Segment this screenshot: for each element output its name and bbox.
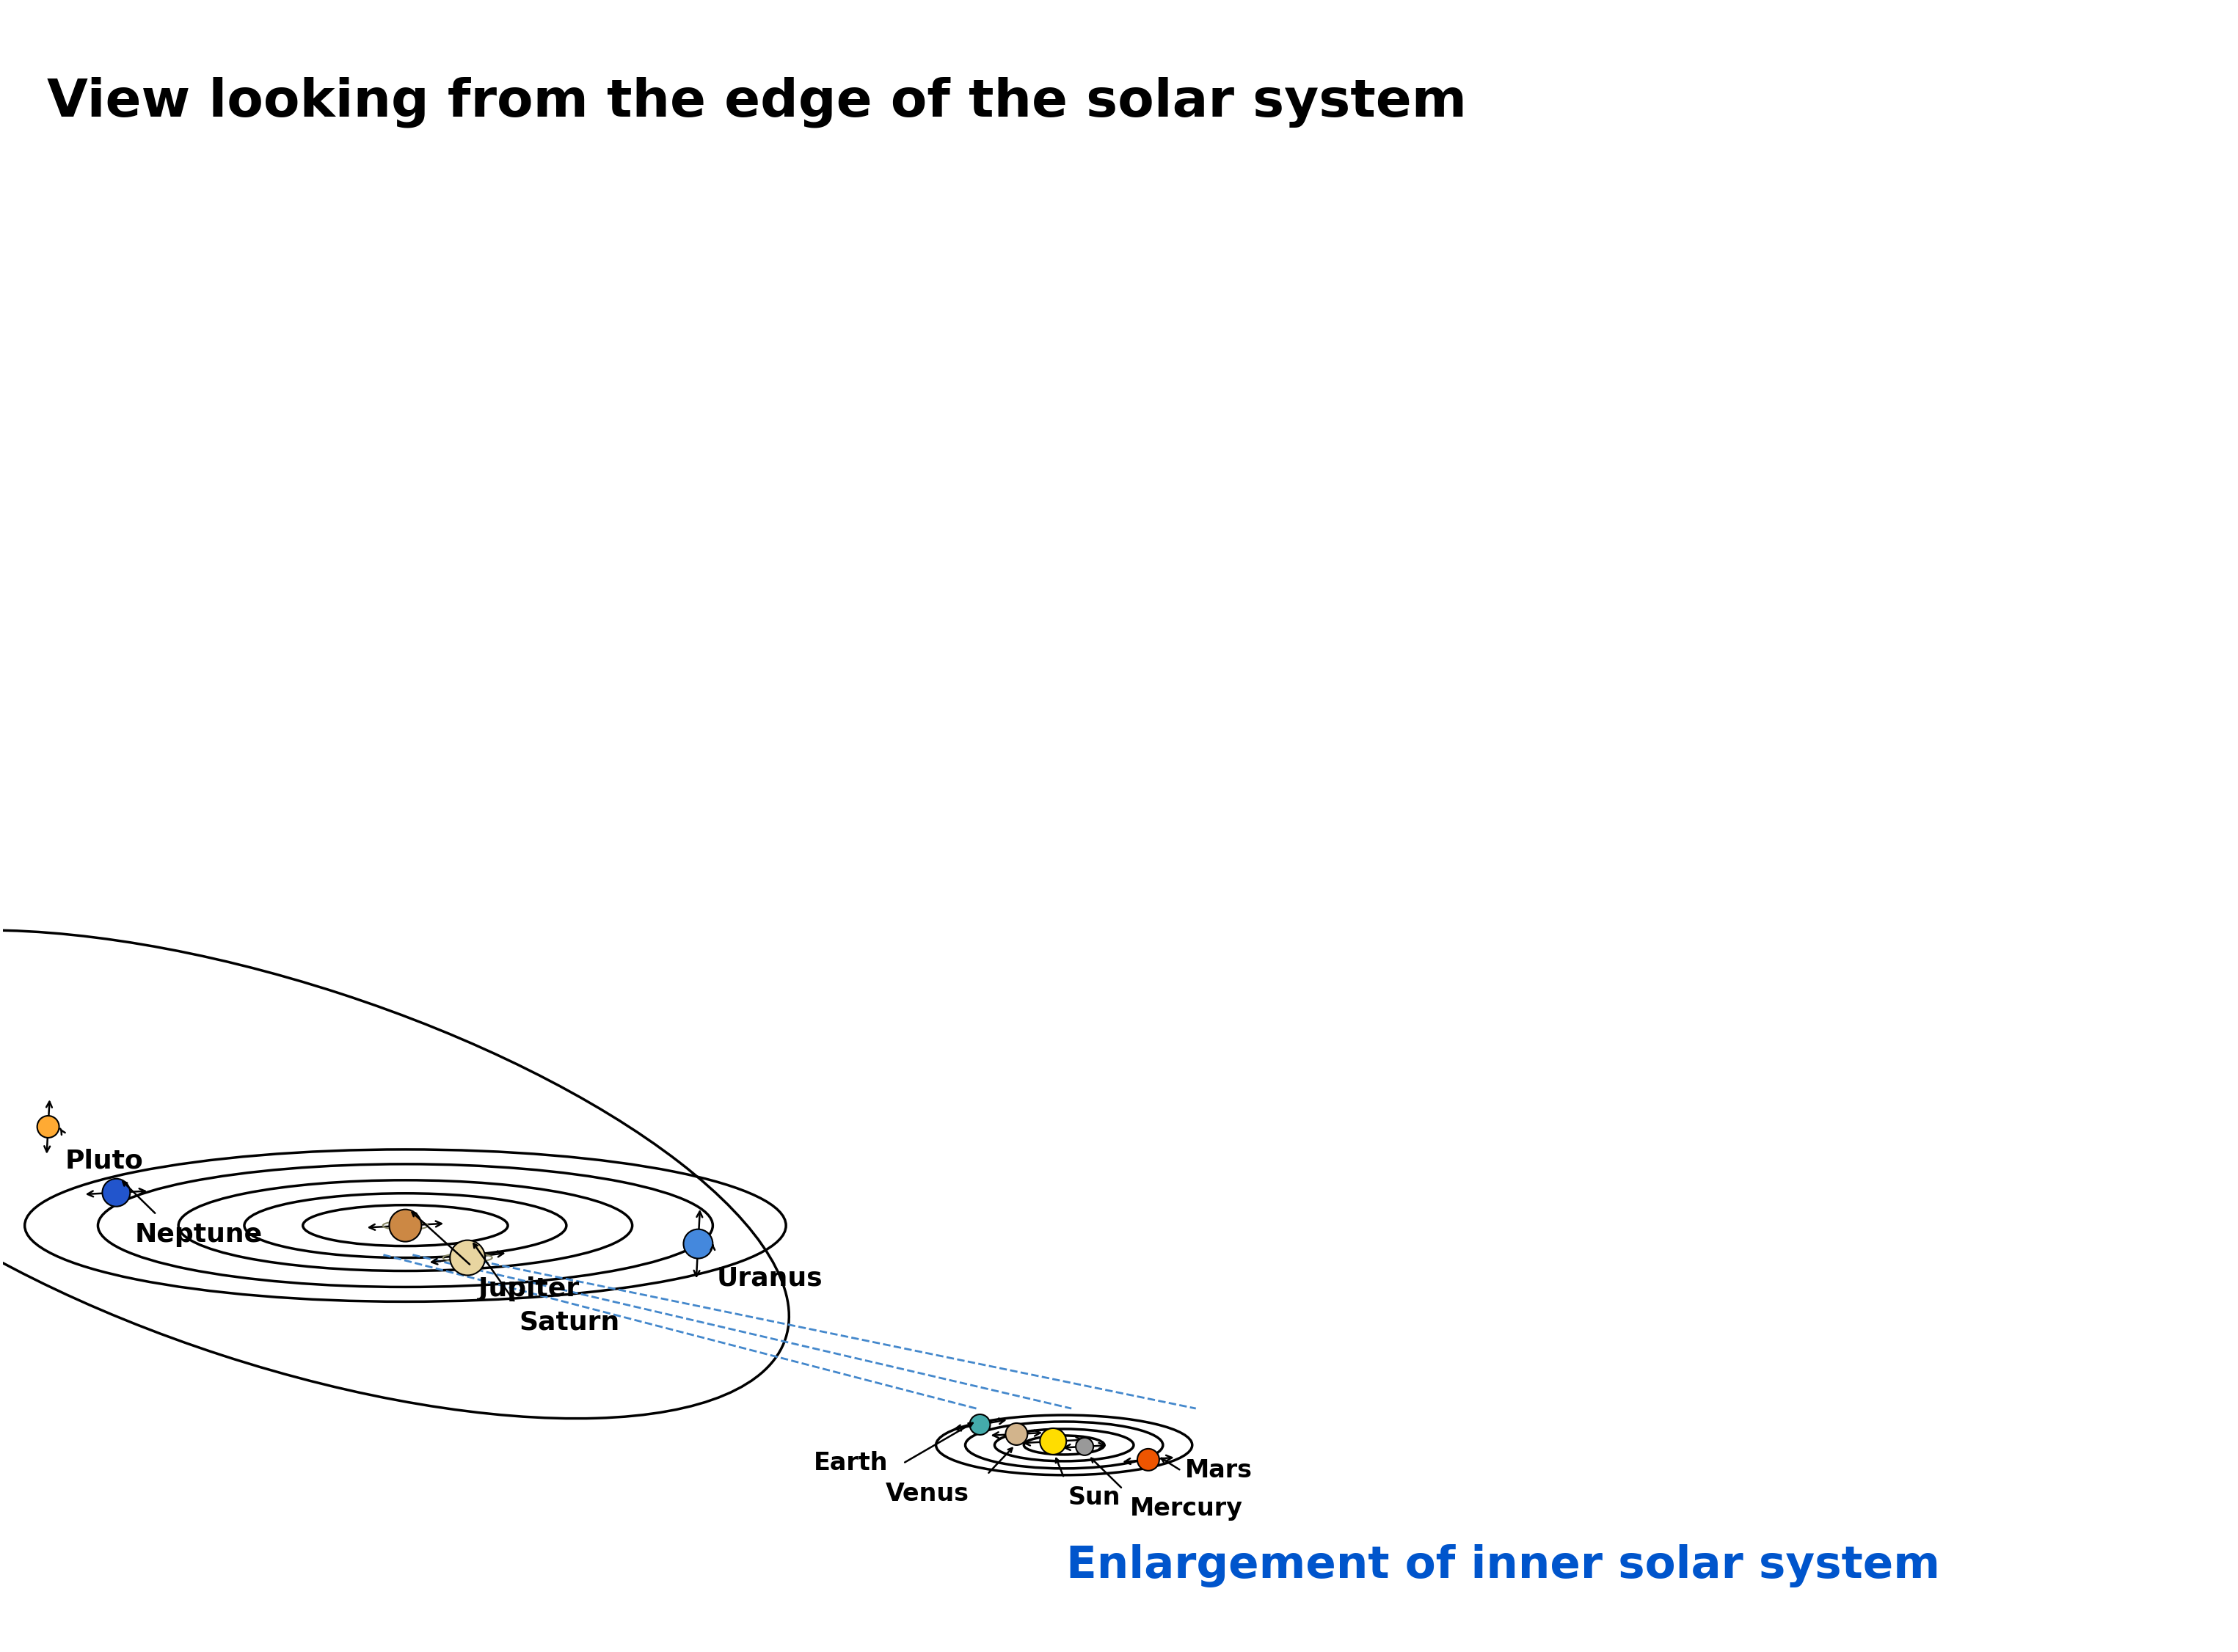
Text: Venus: Venus — [886, 1482, 969, 1507]
Text: Saturn: Saturn — [519, 1310, 620, 1335]
Circle shape — [38, 1115, 58, 1138]
Text: View looking from the edge of the solar system: View looking from the edge of the solar … — [47, 76, 1466, 127]
Text: Enlargement of inner solar system: Enlargement of inner solar system — [1065, 1545, 1940, 1588]
Text: Uranus: Uranus — [716, 1265, 824, 1290]
Circle shape — [969, 1414, 989, 1436]
Circle shape — [1041, 1429, 1065, 1454]
Text: Mercury: Mercury — [1130, 1497, 1242, 1520]
Text: Jupiter: Jupiter — [479, 1277, 580, 1302]
Circle shape — [389, 1209, 421, 1242]
Text: Mars: Mars — [1184, 1459, 1253, 1483]
Text: Earth: Earth — [815, 1450, 888, 1475]
Circle shape — [103, 1180, 130, 1206]
Circle shape — [683, 1229, 712, 1259]
Circle shape — [1137, 1449, 1159, 1470]
Text: Sun: Sun — [1068, 1485, 1121, 1510]
Circle shape — [450, 1241, 486, 1275]
Circle shape — [1005, 1422, 1027, 1446]
Text: Neptune: Neptune — [134, 1222, 262, 1247]
Circle shape — [1076, 1437, 1094, 1455]
Text: Pluto: Pluto — [65, 1148, 143, 1173]
